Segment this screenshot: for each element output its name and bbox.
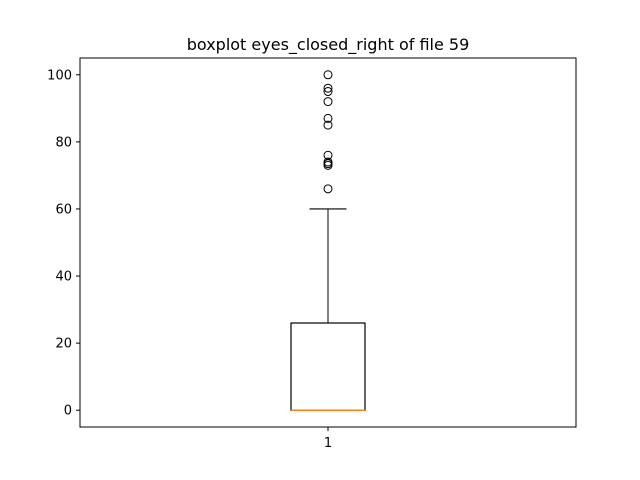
y-tick-label: 0	[64, 404, 72, 419]
outlier-point	[323, 120, 333, 130]
plot-marks	[290, 70, 366, 411]
x-tick-label: 1	[324, 436, 332, 451]
outlier-point	[323, 83, 333, 93]
box-iqr	[290, 322, 366, 411]
y-tick-label: 100	[47, 68, 72, 83]
outlier-point	[323, 113, 333, 123]
outlier-point	[323, 70, 333, 80]
chart-title: boxplot eyes_closed_right of file 59	[187, 35, 470, 55]
outlier-point	[323, 157, 333, 167]
y-tick-label: 40	[55, 270, 72, 285]
y-tick-label: 80	[55, 135, 72, 150]
plot-frame	[79, 57, 577, 428]
outlier-point	[323, 87, 333, 97]
y-axis: 0 20 40 60 80 100	[47, 68, 80, 419]
y-tick-label: 60	[55, 202, 72, 217]
outlier-point	[323, 97, 333, 107]
outlier-point	[323, 150, 333, 160]
outlier-point	[323, 184, 333, 194]
y-tick-label: 20	[55, 337, 72, 352]
x-axis: 1	[324, 427, 332, 451]
